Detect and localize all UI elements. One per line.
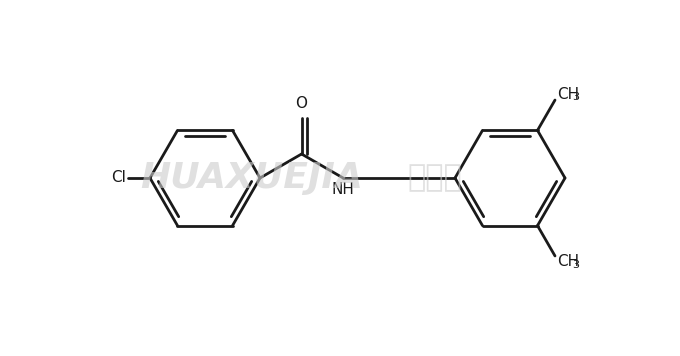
Text: HUAXUEJIA: HUAXUEJIA bbox=[140, 161, 363, 195]
Text: NH: NH bbox=[332, 182, 354, 197]
Text: Cl: Cl bbox=[111, 171, 126, 185]
Text: CH: CH bbox=[557, 87, 579, 101]
Text: 3: 3 bbox=[572, 92, 579, 102]
Text: 3: 3 bbox=[572, 260, 579, 270]
Text: CH: CH bbox=[557, 255, 579, 269]
Text: 化学加: 化学加 bbox=[408, 163, 462, 193]
Text: O: O bbox=[296, 96, 307, 111]
